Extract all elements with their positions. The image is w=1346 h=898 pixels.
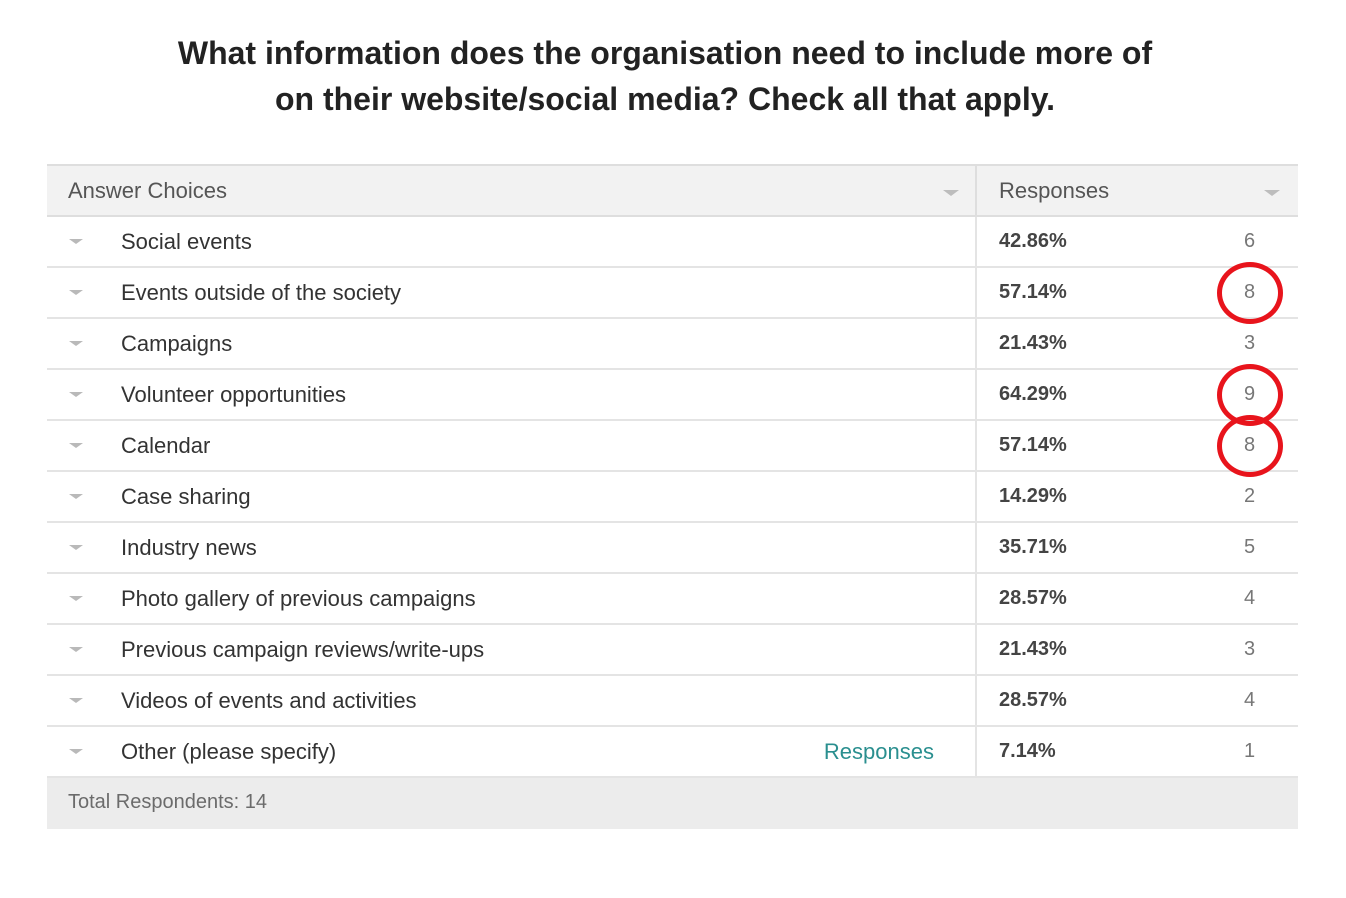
title-line-2: on their website/social media? Check all… — [274, 81, 1056, 117]
row-expand-chevron-down-icon[interactable] — [69, 443, 83, 448]
response-count: 5 — [1243, 536, 1256, 558]
sort-answer-choices-chevron-down-icon[interactable] — [943, 190, 959, 196]
survey-results-table: Answer Choices Responses Social events 42… — [47, 164, 1298, 829]
column-divider — [975, 319, 977, 368]
response-percent: 7.14% — [999, 740, 1056, 762]
table-row: Calendar 57.14% 8 — [47, 415, 1298, 477]
answer-choice-label: Social events — [121, 229, 252, 254]
header-answer-choices: Answer Choices — [68, 178, 227, 203]
response-count: 1 — [1243, 740, 1256, 762]
row-expand-chevron-down-icon[interactable] — [69, 290, 83, 295]
column-divider — [975, 421, 977, 470]
row-expand-chevron-down-icon[interactable] — [69, 596, 83, 601]
response-count: 8 — [1243, 434, 1256, 456]
response-percent: 14.29% — [999, 485, 1067, 507]
page-title: What information does the organisation n… — [0, 30, 1330, 122]
row-expand-chevron-down-icon[interactable] — [69, 749, 83, 754]
column-divider — [975, 472, 977, 521]
column-divider — [975, 217, 977, 266]
column-divider — [975, 166, 977, 215]
header-responses: Responses — [999, 178, 1110, 203]
response-count: 3 — [1243, 332, 1256, 354]
answer-choice-label: Previous campaign reviews/write-ups — [121, 637, 485, 662]
row-expand-chevron-down-icon[interactable] — [69, 392, 83, 397]
answer-choice-label: Photo gallery of previous campaigns — [121, 586, 476, 611]
response-count: 4 — [1243, 587, 1256, 609]
row-expand-chevron-down-icon[interactable] — [69, 239, 83, 244]
table-row: Photo gallery of previous campaigns 28.57… — [47, 574, 1298, 625]
table-row: Volunteer opportunities 64.29% 9 — [47, 364, 1298, 426]
answer-choice-label: Videos of events and activities — [121, 688, 417, 713]
table-row: Case sharing 14.29% 2 — [47, 472, 1298, 523]
response-count: 4 — [1243, 689, 1256, 711]
response-percent: 28.57% — [999, 689, 1067, 711]
response-percent: 21.43% — [999, 332, 1067, 354]
response-percent: 57.14% — [999, 281, 1067, 303]
table-row: Events outside of the society 57.14% 8 — [47, 262, 1298, 324]
column-divider — [975, 370, 977, 419]
table-row: Other (please specify) Responses 7.14% 1 — [47, 727, 1298, 778]
row-expand-chevron-down-icon[interactable] — [69, 698, 83, 703]
answer-choice-label: Other (please specify) — [121, 739, 337, 764]
response-percent: 28.57% — [999, 587, 1067, 609]
sort-responses-chevron-down-icon[interactable] — [1264, 190, 1280, 196]
response-count: 3 — [1243, 638, 1256, 660]
table-header: Answer Choices Responses — [47, 164, 1298, 217]
row-expand-chevron-down-icon[interactable] — [69, 647, 83, 652]
response-count: 9 — [1243, 383, 1256, 405]
table-body: Social events 42.86% 6 Events outside of th… — [47, 217, 1298, 778]
table-row: Industry news 35.71% 5 — [47, 523, 1298, 574]
response-count: 8 — [1243, 281, 1256, 303]
table-row: Previous campaign reviews/write-ups 21.43… — [47, 625, 1298, 676]
response-percent: 21.43% — [999, 638, 1067, 660]
answer-choice-label: Campaigns — [121, 331, 233, 356]
column-divider — [975, 676, 977, 725]
response-percent: 42.86% — [999, 230, 1067, 252]
column-divider — [975, 574, 977, 623]
column-divider — [975, 268, 977, 317]
column-divider — [975, 625, 977, 674]
response-count: 6 — [1243, 230, 1256, 252]
response-percent: 57.14% — [999, 434, 1067, 456]
answer-choice-label: Volunteer opportunities — [121, 382, 347, 407]
total-respondents: Total Respondents: 14 — [68, 791, 268, 813]
table-row: Campaigns 21.43% 3 — [47, 319, 1298, 370]
table-footer: Total Respondents: 14 — [47, 778, 1298, 829]
row-expand-chevron-down-icon[interactable] — [69, 494, 83, 499]
other-responses-link[interactable]: Responses — [823, 739, 934, 764]
answer-choice-label: Events outside of the society — [121, 280, 402, 305]
response-count: 2 — [1243, 485, 1256, 507]
table-row: Videos of events and activities 28.57% 4 — [47, 676, 1298, 727]
row-expand-chevron-down-icon[interactable] — [69, 341, 83, 346]
answer-choice-label: Industry news — [121, 535, 257, 560]
answer-choice-label: Case sharing — [121, 484, 251, 509]
table-row: Social events 42.86% 6 — [47, 217, 1298, 268]
row-expand-chevron-down-icon[interactable] — [69, 545, 83, 550]
response-percent: 64.29% — [999, 383, 1067, 405]
answer-choice-label: Calendar — [121, 433, 211, 458]
title-line-1: What information does the organisation n… — [177, 35, 1153, 71]
column-divider — [975, 523, 977, 572]
response-percent: 35.71% — [999, 536, 1067, 558]
column-divider — [975, 727, 977, 776]
